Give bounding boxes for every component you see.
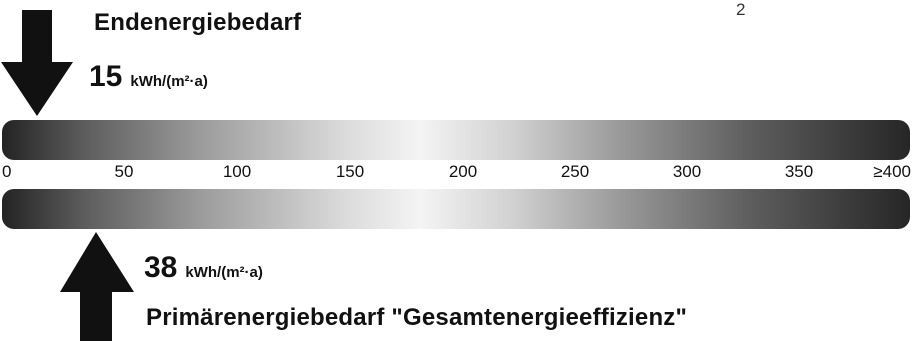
primary-energy-arrow-shape: [60, 232, 134, 341]
scale-tick-300: 300: [672, 162, 702, 181]
scale-tick-350: 350: [784, 162, 814, 181]
primary-energy-value: 38: [144, 251, 178, 284]
primary-energy-value-group: 38 kWh/(m²·a): [144, 251, 263, 285]
final-energy-value-group: 15 kWh/(m²·a): [89, 60, 208, 94]
scale-tick-150: 150: [335, 162, 365, 181]
scale-tick-400: ≥400: [873, 162, 911, 181]
scale-tick-0: 0: [2, 162, 12, 181]
page-number: 2: [736, 0, 746, 19]
scale-tick-200: 200: [448, 162, 478, 181]
final-energy-unit: kWh/(m²·a): [130, 73, 208, 90]
scale-tick-50: 50: [114, 162, 134, 181]
scale-tick-100: 100: [222, 162, 252, 181]
final-energy-title: Endenergiebedarf: [94, 9, 302, 36]
final-energy-value: 15: [89, 60, 123, 93]
final-energy-scale-bar: [2, 120, 910, 160]
primary-energy-title: Primärenergiebedarf "Gesamtenergieeffizi…: [146, 304, 688, 331]
final-energy-arrow-shape: [1, 10, 73, 116]
primary-energy-scale-bar: [2, 189, 910, 229]
primary-energy-unit: kWh/(m²·a): [185, 264, 263, 281]
energy-scale-ticks: 0 50 100 150 200 250 300 350 ≥400: [0, 162, 913, 186]
scale-tick-250: 250: [560, 162, 590, 181]
